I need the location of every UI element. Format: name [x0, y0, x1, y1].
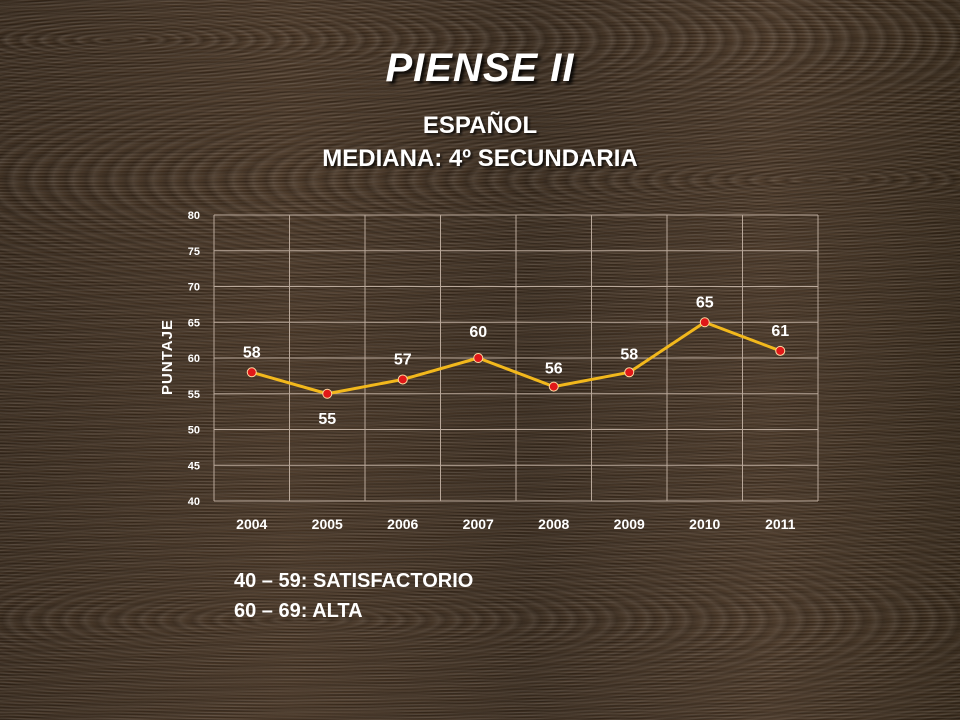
y-tick-label: 70	[188, 282, 200, 294]
y-tick-label: 40	[188, 496, 200, 508]
y-tick-label: 65	[188, 317, 200, 329]
data-label: 60	[469, 324, 487, 341]
x-tick-label: 2011	[765, 516, 796, 532]
x-tick-label: 2005	[312, 516, 343, 532]
y-tick-label: 75	[188, 246, 200, 258]
series-markers	[246, 317, 786, 399]
data-point	[246, 367, 257, 378]
y-axis-ticks: 40 45 50 55 60 65 70 75 80	[188, 210, 200, 508]
data-point	[699, 317, 710, 328]
y-tick-label: 45	[188, 460, 200, 472]
y-tick-label: 55	[188, 389, 200, 401]
chart-grid	[213, 214, 819, 502]
x-tick-label: 2010	[689, 516, 720, 532]
data-label: 65	[696, 294, 714, 311]
data-point	[322, 388, 333, 399]
x-axis-ticks: 2004 2005 2006 2007 2008 2009 2010 2011	[236, 516, 795, 532]
y-tick-label: 50	[188, 425, 200, 437]
y-tick-label: 80	[188, 210, 200, 222]
data-label: 57	[394, 351, 412, 368]
data-label: 58	[243, 344, 261, 361]
y-axis-label: PUNTAJE	[159, 319, 176, 395]
data-point	[548, 381, 559, 392]
data-point	[473, 353, 484, 363]
data-labels: 58 55 57 60 56 58 65 61	[243, 294, 789, 428]
x-tick-label: 2009	[614, 516, 645, 532]
data-label: 58	[620, 346, 638, 363]
legend-alta: 60 – 69: ALTA	[234, 600, 363, 622]
data-label: 61	[771, 323, 789, 340]
data-label: 55	[318, 411, 336, 428]
y-tick-label: 60	[188, 353, 200, 365]
chart-subtitle: MEDIANA: 4º SECUNDARIA	[322, 145, 638, 172]
page-title: PIENSE II	[385, 46, 575, 90]
x-tick-label: 2006	[387, 516, 418, 532]
chart-subject: ESPAÑOL	[422, 112, 538, 139]
x-tick-label: 2008	[538, 516, 569, 532]
legend-satisfactorio: 40 – 59: SATISFACTORIO	[234, 570, 474, 592]
x-tick-label: 2007	[463, 516, 494, 532]
data-point	[775, 345, 786, 356]
data-point	[397, 374, 408, 385]
series-line	[251, 320, 781, 396]
data-point	[624, 367, 635, 378]
x-tick-label: 2004	[236, 516, 267, 532]
data-label: 56	[545, 361, 563, 378]
